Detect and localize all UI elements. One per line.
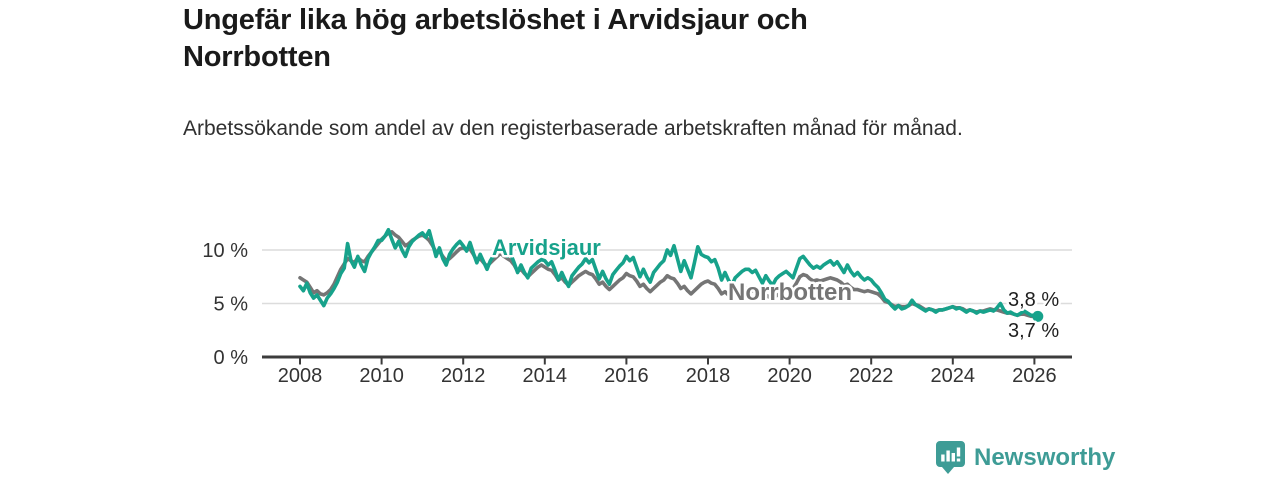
x-axis-tick-label: 2026	[1012, 365, 1057, 387]
series-label-norrbotten: Norrbotten	[728, 279, 852, 306]
series-label-arvidsjaur: Arvidsjaur	[492, 235, 601, 260]
y-axis-tick-label: 10 %	[202, 240, 248, 262]
x-axis-tick-label: 2014	[523, 365, 568, 387]
x-axis-tick-label: 2012	[441, 365, 486, 387]
x-axis-tick-label: 2020	[767, 365, 812, 387]
series-end-dot-arvidsjaur	[1032, 310, 1044, 322]
x-axis-tick-label: 2018	[686, 365, 731, 387]
page-title: Ungefär lika hög arbetslöshet i Arvidsja…	[183, 4, 808, 74]
x-axis-tick-label: 2008	[278, 365, 323, 387]
y-axis-tick-label: 5 %	[214, 294, 249, 316]
y-axis-tick-label: 0 %	[214, 347, 249, 369]
chart-subtitle: Arbetssökande som andel av den registerb…	[183, 117, 963, 140]
newsworthy-branding: Newsworthy	[936, 441, 1115, 474]
x-axis-tick-label: 2024	[931, 365, 976, 387]
x-axis-tick-label: 2022	[849, 365, 894, 387]
series-line-arvidsjaur	[298, 227, 1040, 319]
x-axis-tick-label: 2016	[604, 365, 649, 387]
newsworthy-wordmark: Newsworthy	[974, 443, 1116, 471]
newsworthy-logo-icon	[936, 441, 965, 474]
x-axis-tick-label: 2010	[359, 365, 404, 387]
latest-value-label-norrbotten: 3,7 %	[1008, 320, 1059, 342]
latest-value-label-arvidsjaur: 3,8 %	[1008, 289, 1059, 311]
